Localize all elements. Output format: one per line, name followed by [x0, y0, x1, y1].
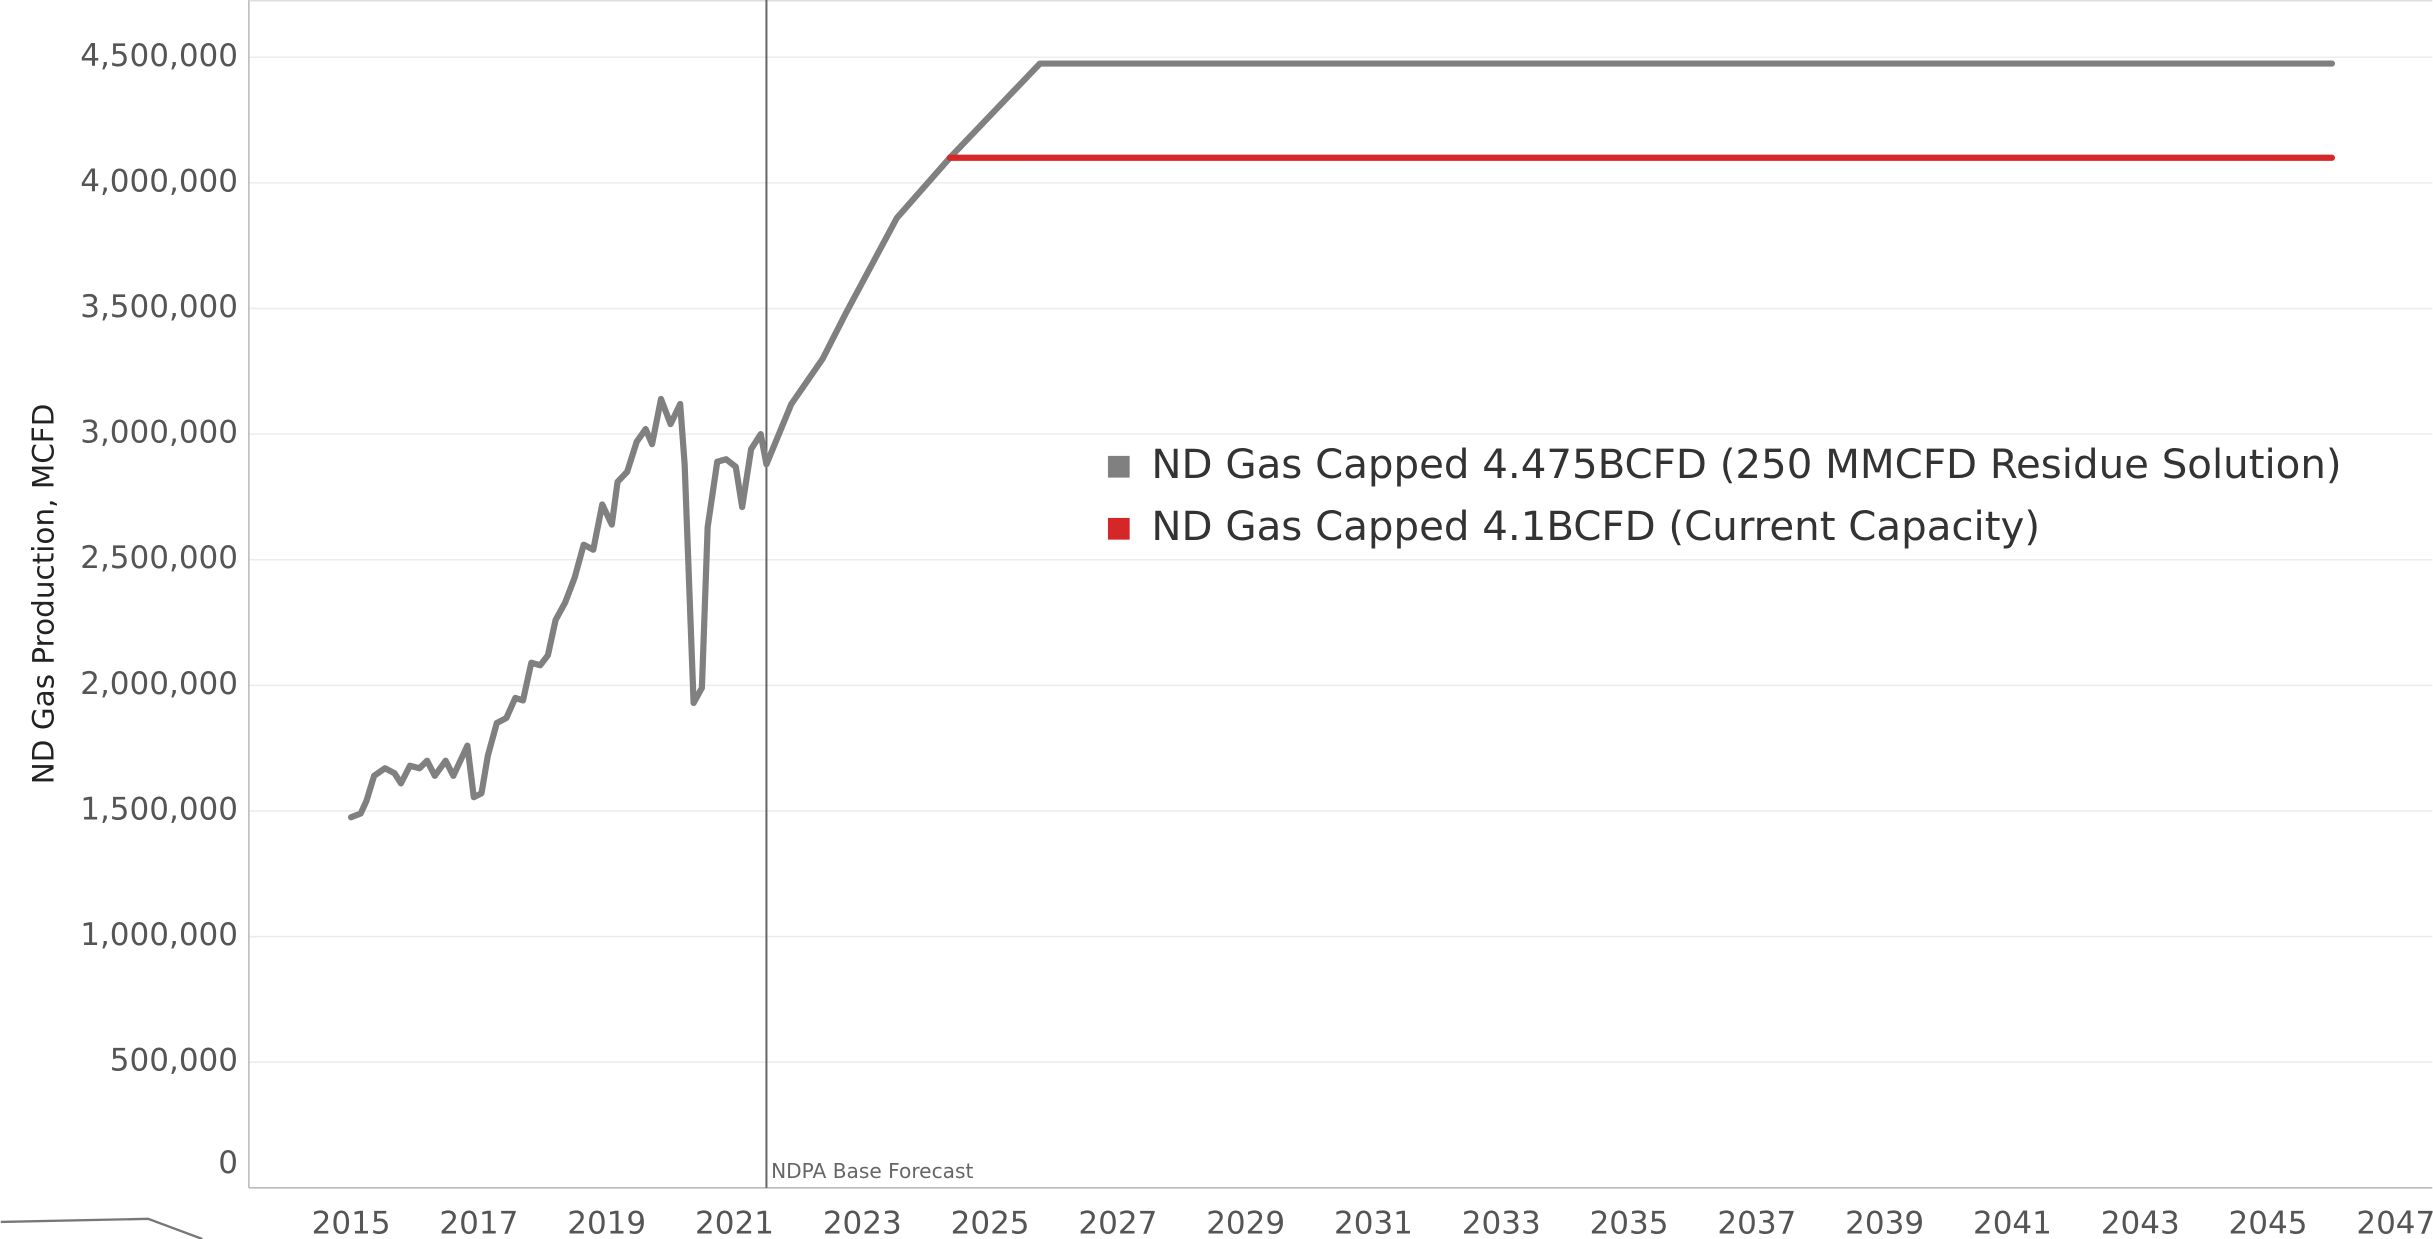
- y-axis-label: ND Gas Production, MCFD: [26, 404, 60, 785]
- x-tick-label: 2037: [1717, 1206, 1796, 1239]
- x-tick-label: 2025: [951, 1206, 1030, 1239]
- x-tick-label: 2031: [1334, 1206, 1413, 1239]
- x-tick-label: 2023: [823, 1206, 902, 1239]
- x-tick-label: 2043: [2101, 1206, 2180, 1239]
- legend-label: ND Gas Capped 4.1BCFD (Current Capacity): [1151, 503, 2040, 550]
- x-tick-label: 2047: [2356, 1206, 2433, 1239]
- series-line: [348, 60, 2336, 821]
- x-tick-label: 2039: [1845, 1206, 1924, 1239]
- x-tick-label: 2033: [1462, 1206, 1541, 1239]
- x-tick-label: 2019: [567, 1206, 646, 1239]
- x-tick-label: 2029: [1206, 1206, 1285, 1239]
- y-tick-label: 2,000,000: [80, 666, 238, 702]
- reference-label: NDPA Base Forecast: [771, 1159, 973, 1183]
- legend-label: ND Gas Capped 4.475BCFD (250 MMCFD Resid…: [1151, 441, 2341, 488]
- legend-swatch: [1107, 517, 1130, 540]
- y-tick-label: 0: [218, 1145, 238, 1181]
- y-tick-label: 4,000,000: [80, 163, 238, 199]
- x-tick-label: 2027: [1078, 1206, 1157, 1239]
- y-tick-label: 2,500,000: [80, 540, 238, 576]
- y-tick-label: 1,500,000: [80, 791, 238, 827]
- x-tick-label: 2035: [1590, 1206, 1669, 1239]
- y-tick-label: 4,500,000: [80, 38, 238, 74]
- y-tick-label: 3,000,000: [80, 415, 238, 451]
- decoration: [0, 1217, 203, 1239]
- x-tick-label: 2017: [439, 1206, 518, 1239]
- x-tick-label: 2041: [1973, 1206, 2052, 1239]
- x-tick-label: 2015: [312, 1206, 391, 1239]
- legend-swatch: [1107, 455, 1130, 478]
- y-tick-label: 1,000,000: [80, 917, 238, 953]
- y-tick-label: 3,500,000: [80, 289, 238, 325]
- x-tick-label: 2045: [2229, 1206, 2308, 1239]
- x-tick-label: 2021: [695, 1206, 774, 1239]
- y-tick-label: 500,000: [110, 1043, 238, 1079]
